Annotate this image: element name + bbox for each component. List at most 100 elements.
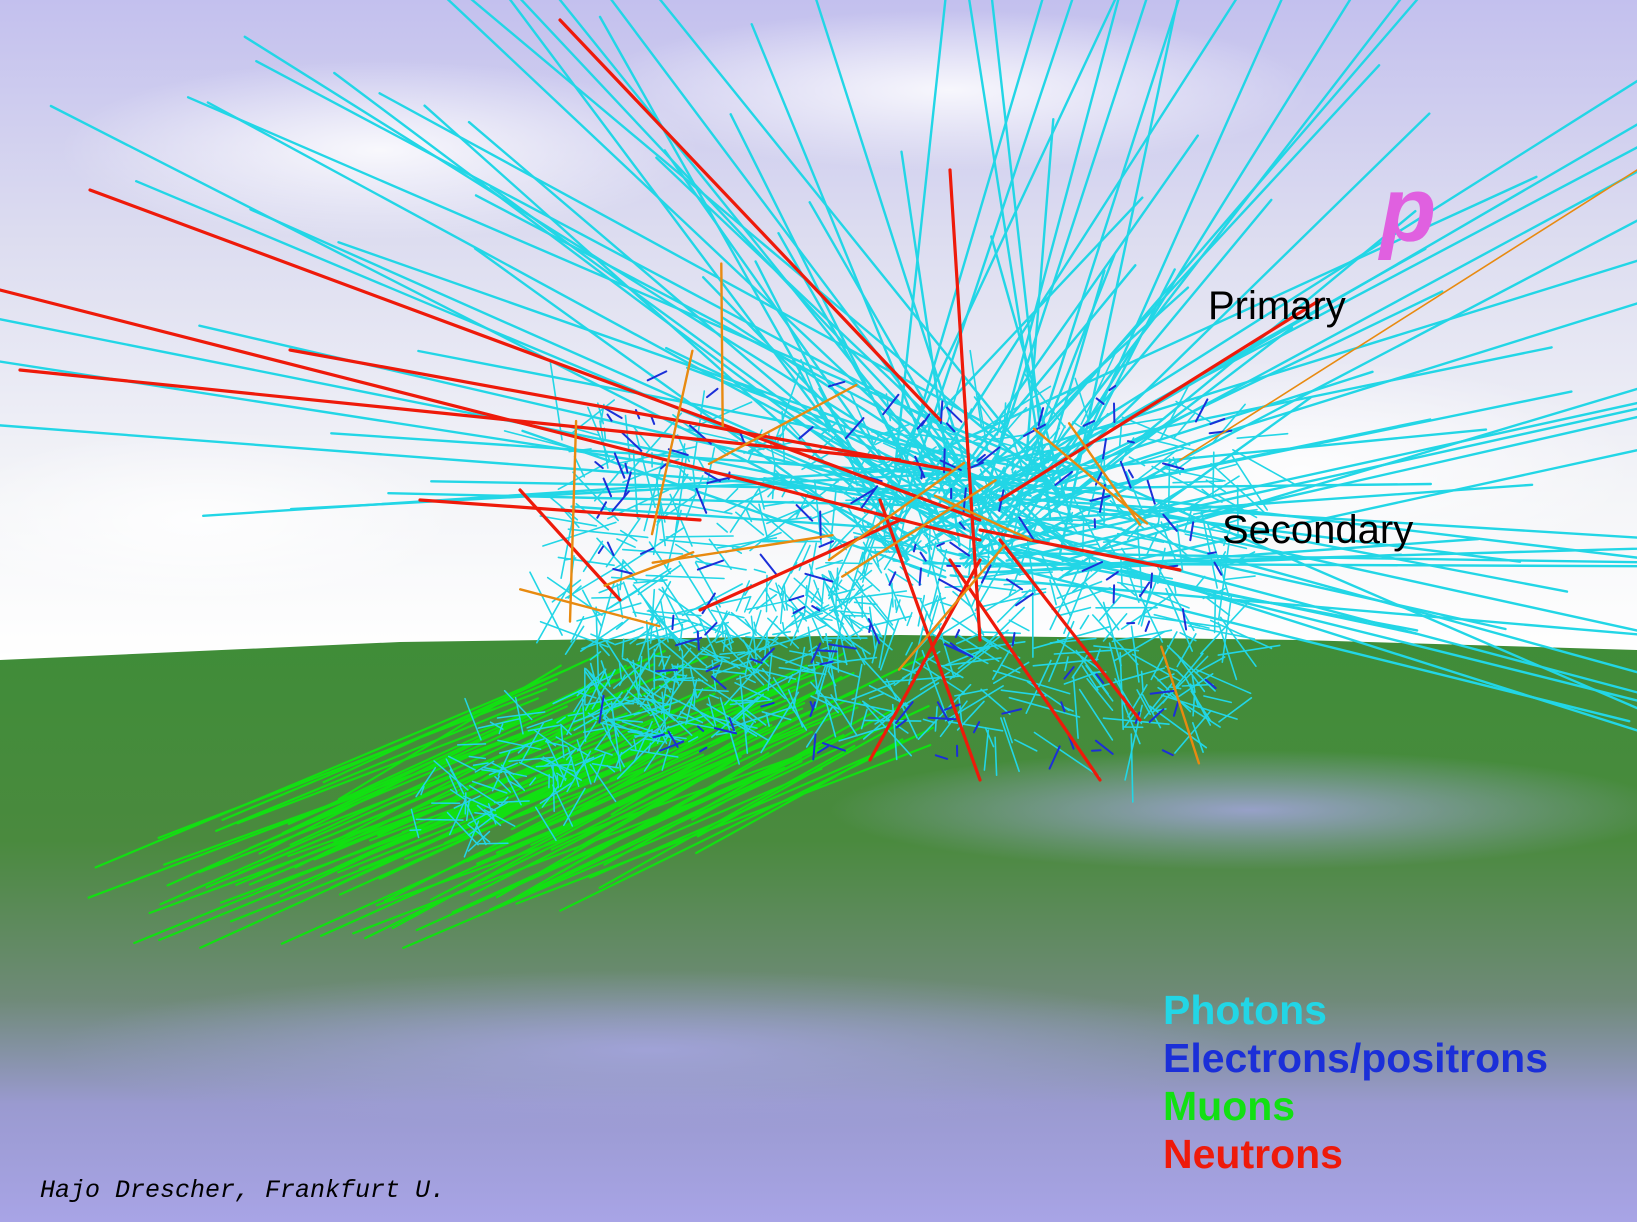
photon-track — [467, 823, 491, 843]
photon-track — [622, 559, 637, 576]
electron-track — [760, 701, 775, 708]
electron-track — [811, 605, 821, 612]
photon-track — [1087, 454, 1105, 517]
photon-track — [1131, 653, 1182, 683]
photon-track — [873, 623, 883, 638]
photon-track — [736, 670, 760, 680]
photon-track — [998, 370, 1374, 493]
photon-track — [815, 0, 996, 556]
electron-track — [705, 664, 721, 673]
photon-track — [775, 582, 786, 611]
photon-track — [1151, 465, 1223, 503]
electron-track — [815, 649, 838, 653]
electron-track — [1119, 460, 1132, 489]
photon-track — [552, 763, 555, 813]
photon-track — [581, 630, 636, 650]
photon-track — [771, 462, 776, 500]
photon-track — [584, 702, 611, 719]
photon-track — [647, 742, 652, 754]
photon-track — [586, 754, 604, 763]
photon-track — [1102, 613, 1128, 642]
electron-track — [1102, 438, 1107, 460]
photon-track — [693, 689, 697, 709]
photon-track — [567, 746, 580, 788]
photon-track — [995, 326, 1294, 555]
photon-track — [702, 447, 716, 505]
photon-track — [994, 736, 998, 777]
photon-track — [545, 739, 567, 782]
photon-track — [692, 688, 729, 693]
photon-track — [772, 612, 804, 641]
photon-track — [598, 15, 908, 563]
electron-track — [1037, 407, 1045, 427]
photon-track — [854, 454, 867, 473]
photon-track — [839, 574, 862, 608]
photon-track — [1053, 502, 1069, 532]
photon-track — [982, 259, 1637, 466]
muon-track — [489, 760, 803, 911]
electron-track — [646, 370, 668, 382]
photon-track — [410, 808, 420, 839]
photon-track — [1005, 198, 1273, 521]
photon-track — [563, 787, 586, 827]
photon-track — [861, 647, 868, 660]
photon-track — [1057, 425, 1066, 441]
photon-track — [772, 516, 812, 523]
photon-track — [1140, 586, 1152, 627]
electron-track — [958, 521, 966, 530]
electron-track — [674, 636, 703, 647]
photon-track — [1008, 696, 1081, 718]
electron-track — [978, 446, 1001, 465]
photon-track — [671, 663, 680, 687]
muon-track — [148, 743, 609, 915]
photon-track — [473, 247, 904, 557]
muon-track — [229, 751, 657, 923]
photon-track — [874, 682, 940, 725]
photon-track — [720, 316, 1076, 548]
muon-track — [495, 755, 742, 899]
photon-track — [874, 427, 907, 446]
photon-track — [1072, 674, 1079, 740]
photon-track — [840, 611, 862, 640]
photon-track — [819, 694, 894, 713]
neutron-track — [698, 518, 902, 612]
photon-track — [613, 696, 629, 707]
photon-track — [1130, 733, 1134, 803]
photon-track — [619, 727, 660, 757]
photon-track — [446, 0, 1001, 520]
photon-track — [686, 366, 1032, 497]
photon-track — [973, 469, 1017, 519]
photon-track — [526, 718, 553, 729]
photon-track — [767, 652, 773, 692]
photon-track — [589, 763, 617, 803]
photon-track — [1192, 575, 1206, 592]
photon-track — [581, 698, 587, 742]
photon-track — [456, 743, 487, 746]
photon-track — [477, 717, 521, 729]
electron-track — [698, 746, 708, 753]
photon-track — [0, 424, 897, 495]
photon-track — [696, 456, 706, 471]
photon-track — [1042, 552, 1093, 572]
muon-track — [402, 767, 823, 950]
photon-track — [925, 477, 952, 503]
photon-track — [646, 610, 702, 617]
photon-track — [1140, 475, 1204, 516]
photon-track — [1071, 654, 1089, 679]
electron-track — [660, 463, 667, 470]
muon-track — [235, 711, 642, 887]
photon-track — [667, 714, 707, 729]
photon-track — [1138, 593, 1164, 643]
photon-track — [448, 798, 467, 836]
electron-track — [1081, 561, 1104, 572]
photon-track — [539, 781, 574, 805]
photon-track — [560, 724, 565, 759]
photon-track — [791, 609, 802, 618]
photon-track — [602, 691, 623, 719]
electron-track — [795, 504, 814, 522]
photon-track — [518, 761, 554, 779]
neutron-track — [948, 558, 1102, 782]
photon-track — [766, 637, 779, 649]
photon-track — [1003, 717, 1014, 744]
photon-track — [552, 784, 574, 827]
